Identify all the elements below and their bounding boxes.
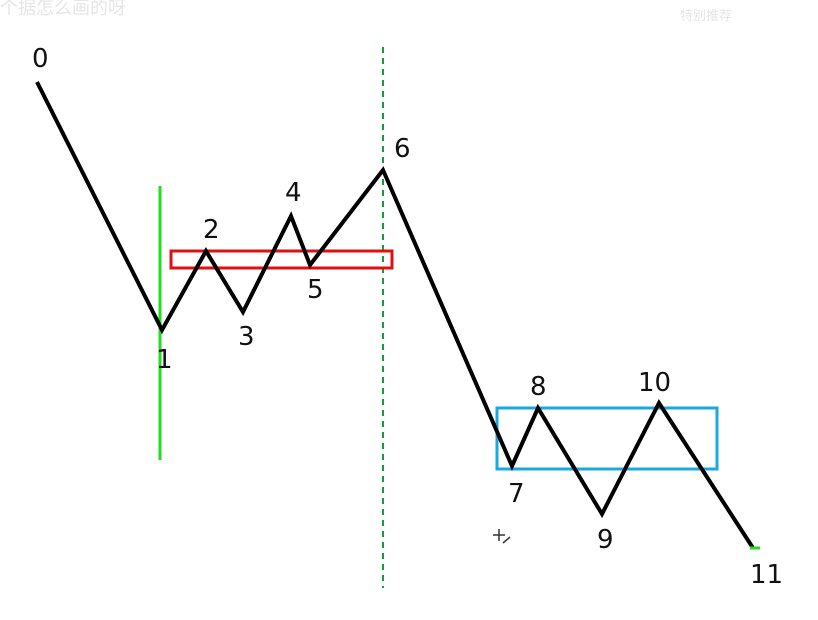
point-label-10: 10	[638, 368, 671, 398]
recommend-link[interactable]: 特别推荐	[680, 9, 733, 24]
red-box	[169, 249, 394, 270]
point-label-2: 2	[203, 215, 220, 245]
point-label-4: 4	[285, 178, 302, 208]
top-left-text: 个据怎么画的呀	[0, 0, 126, 19]
blue-box	[495, 406, 719, 471]
point-label-3: 3	[238, 322, 255, 352]
point-label-8: 8	[530, 372, 547, 402]
wave-line	[35, 81, 755, 550]
top-bar: 个据怎么画的呀 特别推荐	[0, 0, 818, 24]
point-label-0: 0	[32, 44, 49, 74]
point-label-1: 1	[156, 345, 173, 375]
point-label-5: 5	[307, 275, 324, 305]
point-label-11: 11	[750, 560, 783, 590]
point-label-7: 7	[508, 479, 525, 509]
cursor-icon	[493, 529, 511, 544]
point-label-6: 6	[394, 134, 411, 164]
point-label-9: 9	[597, 525, 614, 555]
